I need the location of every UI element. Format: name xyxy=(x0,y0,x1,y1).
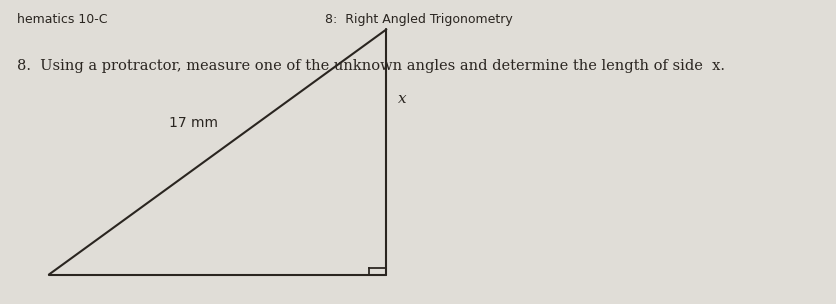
Text: 17 mm: 17 mm xyxy=(169,116,217,130)
Text: 8:  Right Angled Trigonometry: 8: Right Angled Trigonometry xyxy=(324,13,512,26)
Text: x: x xyxy=(398,92,406,106)
Text: 8.  Using a protractor, measure one of the unknown angles and determine the leng: 8. Using a protractor, measure one of th… xyxy=(17,59,724,73)
Text: hematics 10-C: hematics 10-C xyxy=(17,13,107,26)
